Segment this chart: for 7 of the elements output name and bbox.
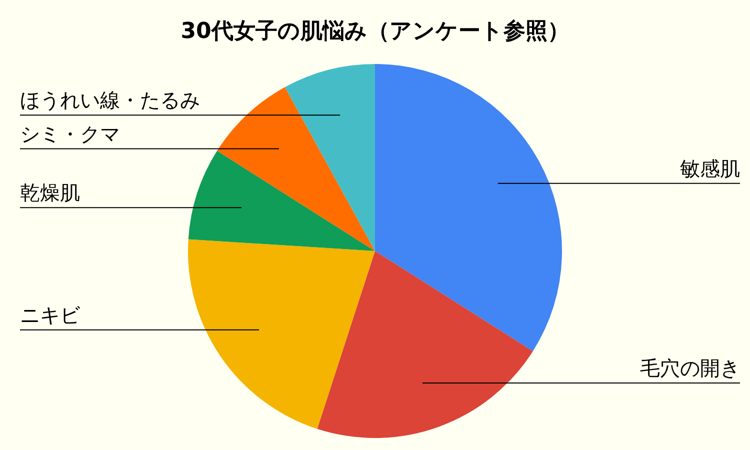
slice-label: ほうれい線・たるみ [20, 88, 200, 112]
slice-label: 乾燥肌 [20, 180, 80, 205]
slice-label: シミ・クマ [20, 122, 120, 146]
slice-label: ニキビ [20, 302, 81, 327]
chart-title: 30代女子の肌悩み（アンケート参照） [180, 19, 570, 44]
slice-label: 敏感肌 [680, 156, 740, 180]
slice-label: 毛穴の開き [640, 356, 740, 380]
